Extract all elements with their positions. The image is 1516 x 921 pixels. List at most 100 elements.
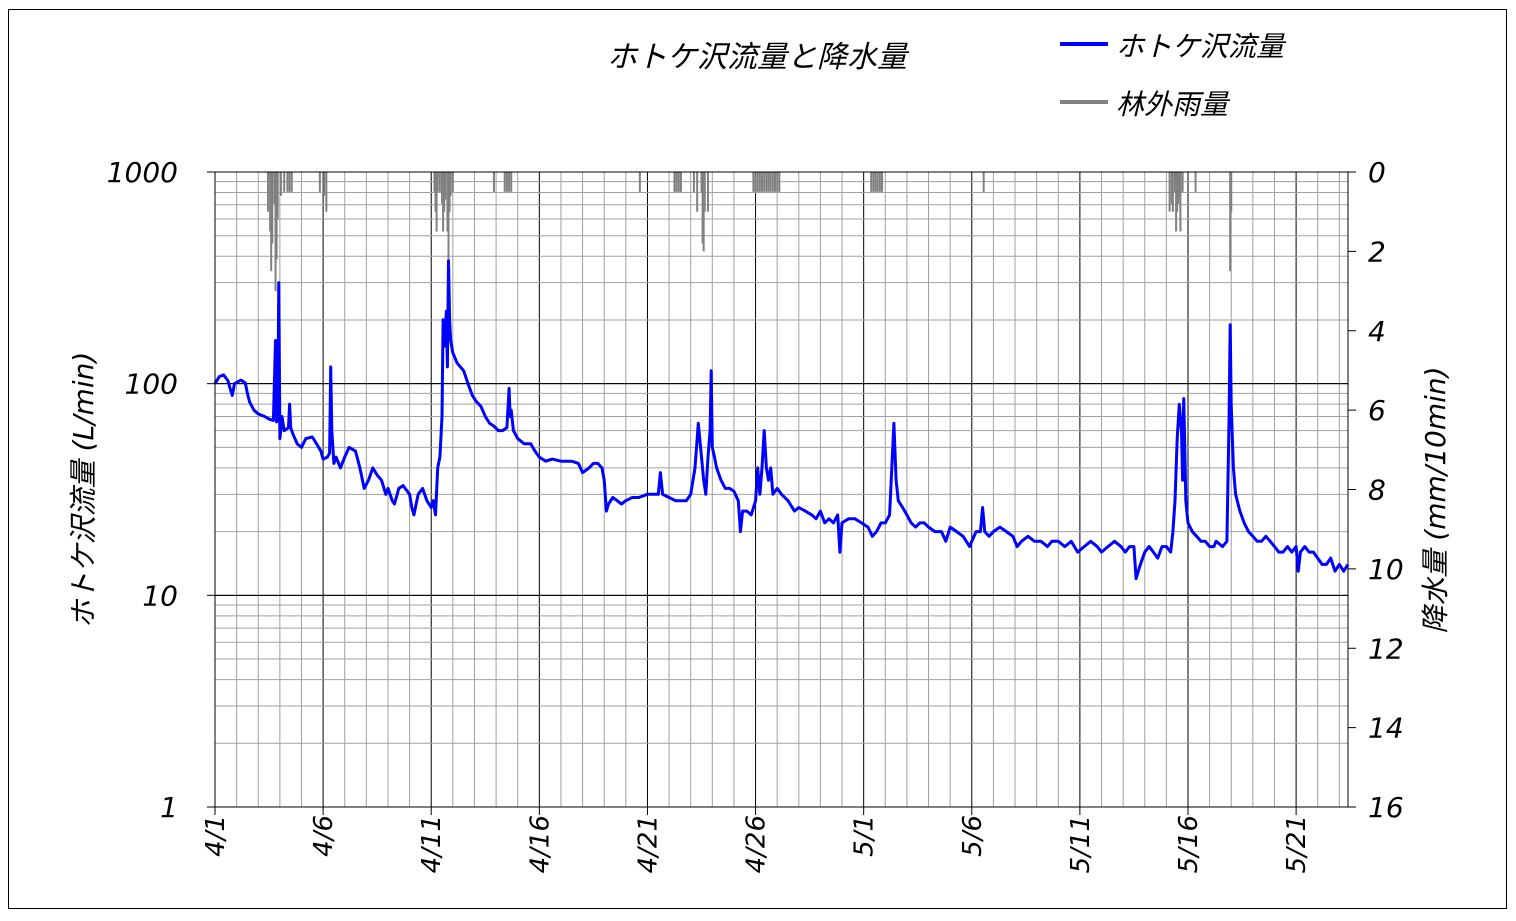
rain-bar — [673, 172, 676, 192]
y-tick-label: 10 — [142, 579, 178, 612]
rain-bar — [286, 172, 289, 192]
rain-bar — [438, 172, 441, 192]
rain-bar — [870, 172, 873, 192]
rain-bar — [703, 172, 706, 212]
rain-bar — [266, 172, 269, 212]
flow-line-layer — [213, 259, 1350, 581]
rain-bar — [696, 172, 699, 212]
rain-bar — [1177, 172, 1180, 204]
x-tick-label: 4/21 — [633, 815, 663, 873]
rain-bar — [436, 172, 439, 192]
x-tick-label: 4/11 — [417, 815, 447, 873]
rain-bar — [448, 172, 451, 212]
rain-bar — [692, 172, 695, 192]
rain-bar — [700, 172, 703, 192]
rain-bar — [443, 172, 446, 212]
rain-bar — [1230, 172, 1233, 212]
rain-bar — [763, 172, 766, 192]
rain-bar — [505, 172, 508, 192]
flow-series-line — [213, 259, 1350, 581]
x-tick-label: 4/16 — [525, 815, 555, 873]
rain-bar — [675, 172, 678, 192]
rain-bar — [279, 172, 282, 196]
x-tick-label: 4/26 — [742, 815, 772, 873]
rain-bar — [754, 172, 757, 192]
y-tick-label: 1000 — [107, 156, 178, 189]
y2-axis-label: 降水量 (mm/10min) — [1419, 366, 1452, 633]
rain-bar — [288, 172, 291, 192]
rain-bar — [702, 172, 705, 252]
y2-tick-label: 10 — [1368, 553, 1404, 586]
rain-bar — [774, 172, 777, 192]
rain-bar — [446, 172, 449, 232]
y2-tick-label: 0 — [1368, 156, 1386, 189]
y2-tick-label: 8 — [1368, 474, 1386, 507]
y2-tick-label: 6 — [1368, 394, 1386, 427]
rain-bar — [269, 172, 272, 232]
rain-bar — [1194, 172, 1197, 192]
rain-bar — [776, 172, 779, 192]
x-tick-label: 5/11 — [1066, 815, 1096, 873]
x-tick-label: 5/16 — [1174, 815, 1204, 873]
rain-bar — [756, 172, 759, 192]
rain-bar — [1181, 172, 1184, 192]
rain-bar — [706, 172, 709, 212]
rain-bar — [881, 172, 884, 192]
rain-bar — [271, 172, 274, 244]
rain-bar — [638, 172, 641, 192]
rain-bar — [876, 172, 879, 192]
y-tick-label: 1 — [160, 791, 178, 824]
chart-title: ホトケ沢流量と降水量 — [607, 40, 910, 75]
chart-border — [8, 9, 1507, 909]
rain-bar — [982, 172, 985, 192]
rain-bar — [679, 172, 682, 192]
rain-bar — [758, 172, 761, 192]
y2-tick-label: 16 — [1368, 791, 1404, 824]
rain-bar — [435, 172, 438, 232]
rain-bar — [1168, 172, 1171, 212]
rain-bar — [441, 172, 444, 204]
rain-bar — [290, 172, 293, 192]
rain-bar — [444, 172, 447, 200]
rain-bar — [752, 172, 755, 192]
x-tick-label: 5/1 — [850, 815, 880, 857]
x-tick-label: 4/1 — [201, 815, 231, 857]
rain-bar — [1176, 172, 1179, 212]
y-tick-label: 100 — [125, 368, 178, 401]
y2-tick-label: 4 — [1368, 315, 1386, 348]
rain-bar — [442, 172, 445, 232]
rain-bar — [767, 172, 770, 192]
rain-bar — [872, 172, 875, 192]
rain-bar — [270, 172, 273, 272]
rain-bar — [451, 172, 454, 192]
rain-bar — [1179, 172, 1182, 232]
rain-bar — [325, 172, 328, 212]
rain-bar — [508, 172, 511, 192]
rain-bar — [447, 172, 450, 264]
rain-bar — [1170, 172, 1173, 204]
rain-bar — [283, 172, 286, 192]
rain-bar — [275, 172, 278, 260]
rain-bar — [492, 172, 495, 192]
rain-bar — [765, 172, 768, 192]
rain-bar — [274, 172, 277, 292]
rain-bar — [1178, 172, 1181, 196]
rain-bar — [323, 172, 326, 196]
rain-bar — [1229, 172, 1232, 272]
rain-bar — [701, 172, 704, 244]
rain-bar — [503, 172, 506, 192]
rain-bar — [273, 172, 276, 204]
rain-bar — [761, 172, 764, 192]
rain-bar — [510, 172, 513, 192]
rain-bars — [266, 172, 1233, 292]
legend: ホトケ沢流量 林外雨量 — [1060, 30, 1287, 121]
rain-bar — [778, 172, 781, 192]
rain-bar — [434, 172, 437, 212]
rain-bar — [449, 172, 452, 196]
legend-flow-label: ホトケ沢流量 — [1116, 30, 1287, 63]
rain-bar — [276, 172, 279, 220]
rain-bar — [874, 172, 877, 192]
y2-tick-label: 2 — [1368, 235, 1386, 268]
legend-rain-label: 林外雨量 — [1116, 88, 1231, 121]
